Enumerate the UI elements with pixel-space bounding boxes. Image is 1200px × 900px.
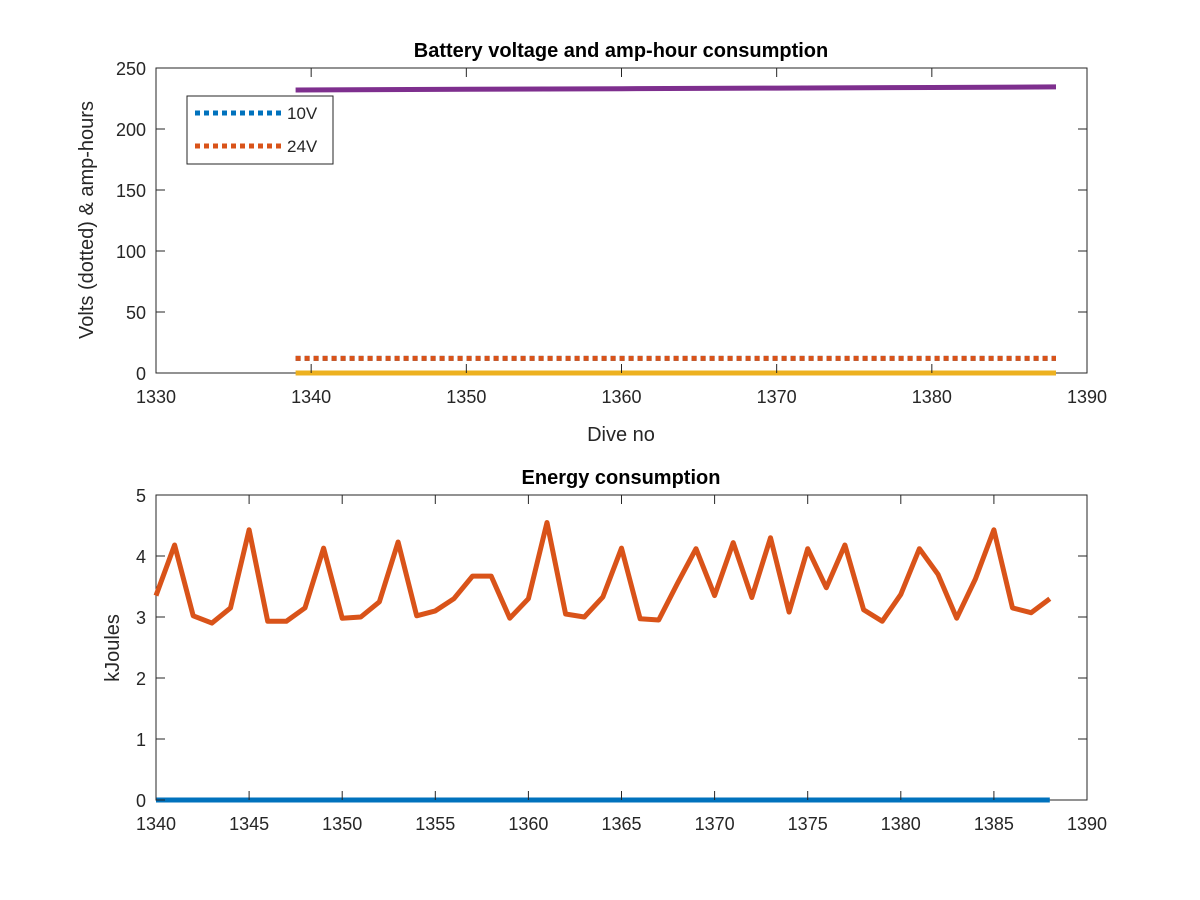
voltage-amp-hour-plot: 1330 1340 1350 1360 1370 1380 1390 0 50 100 150 200… [76, 40, 1107, 446]
y-tick-label: 250 [116, 59, 146, 79]
x-tick-label: 1385 [974, 814, 1014, 834]
x-tick-label: 1380 [881, 814, 921, 834]
series-line-series-4 [295, 84, 1057, 93]
axis-ticks: 1340 1345 1350 1355 1360 1365 1370 1375 1380 1385… [136, 486, 1107, 834]
y-tick-label: 0 [136, 364, 146, 384]
plot-title: Battery voltage and amp-hour consumption [414, 40, 828, 62]
legend-box [186, 95, 334, 165]
axis-ticks: 1330 1340 1350 1360 1370 1380 1390 0 50 100 150 200… [116, 59, 1107, 407]
y-tick-label: 100 [116, 242, 146, 262]
y-tick-label: 1 [136, 730, 146, 750]
x-tick-label: 1380 [912, 387, 952, 407]
y-axis-label: Volts (dotted) & amp-hours [76, 101, 98, 339]
x-tick-label: 1360 [601, 387, 641, 407]
y-axis-label: kJoules [102, 614, 124, 682]
series-lines [295, 84, 1057, 376]
y-tick-label: 50 [126, 303, 146, 323]
series-line-series-2 [153, 520, 1052, 626]
x-tick-label: 1350 [322, 814, 362, 834]
plot-title: Energy consumption [522, 467, 721, 489]
x-tick-label: 1350 [446, 387, 486, 407]
x-tick-label: 1370 [757, 387, 797, 407]
x-tick-label: 1340 [136, 814, 176, 834]
x-tick-label: 1330 [136, 387, 176, 407]
x-tick-label: 1390 [1067, 387, 1107, 407]
y-tick-label: 5 [136, 486, 146, 506]
x-tick-label: 1365 [601, 814, 641, 834]
legend-label-10v: 10V [287, 104, 318, 123]
y-tick-label: 150 [116, 181, 146, 201]
plot-area [155, 494, 1088, 801]
energy-plot: 1340 1345 1350 1355 1360 1365 1370 1375 1380 1385… [102, 467, 1107, 834]
x-tick-label: 1390 [1067, 814, 1107, 834]
legend: 10V 24V [186, 95, 334, 165]
y-tick-label: 0 [136, 791, 146, 811]
y-tick-label: 3 [136, 608, 146, 628]
x-tick-label: 1340 [291, 387, 331, 407]
y-tick-label: 4 [136, 547, 146, 567]
y-tick-label: 2 [136, 669, 146, 689]
x-tick-label: 1370 [695, 814, 735, 834]
legend-label-24v: 24V [287, 137, 318, 156]
x-tick-label: 1355 [415, 814, 455, 834]
x-axis-label: Dive no [587, 424, 655, 446]
y-tick-label: 200 [116, 120, 146, 140]
x-tick-label: 1375 [788, 814, 828, 834]
x-tick-label: 1345 [229, 814, 269, 834]
x-tick-label: 1360 [508, 814, 548, 834]
